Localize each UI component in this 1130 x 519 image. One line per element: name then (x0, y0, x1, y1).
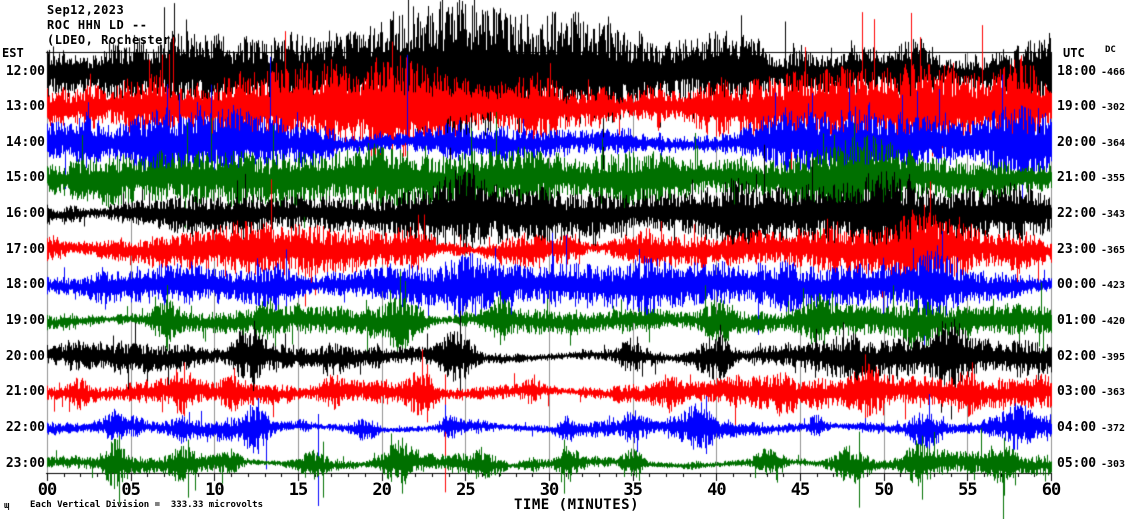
header-date: Sep12,2023 (47, 3, 125, 17)
x-tick-label: 10 (205, 480, 225, 500)
left-time-label: 23:00 (5, 455, 45, 471)
left-time-label: 18:00 (5, 277, 45, 293)
left-time-label: 15:00 (5, 170, 45, 186)
right-time-label: 05:00 (1057, 455, 1097, 471)
right-axis-timezone-label: UTC (1063, 46, 1085, 60)
left-time-label: 22:00 (5, 420, 45, 435)
x-tick-label: 20 (372, 480, 392, 500)
left-time-label: 14:00 (5, 134, 45, 150)
right-time-label: 04:00 (1057, 420, 1097, 435)
right-time-label: 02:00 (1057, 348, 1097, 364)
left-time-label: 19:00 (5, 313, 45, 329)
right-time-label: 23:00 (1057, 241, 1097, 257)
dc-offset-value: -363 (1101, 387, 1126, 399)
x-axis-title: TIME (MINUTES) (514, 497, 640, 513)
right-time-label: 18:00 (1057, 63, 1097, 79)
right-time-label: 22:00 (1057, 206, 1097, 222)
dc-offset-value: -420 (1101, 316, 1126, 328)
left-time-label: 12:00 (5, 63, 45, 79)
left-time-label: 17:00 (5, 241, 45, 257)
x-tick-label: 45 (790, 480, 811, 500)
right-time-label: 21:00 (1057, 170, 1097, 186)
right-time-label: 20:00 (1057, 134, 1097, 150)
x-tick-label: 50 (874, 480, 894, 500)
right-time-label: 01:00 (1057, 313, 1097, 329)
left-time-label: 13:00 (5, 99, 45, 115)
dc-offset-column-header: DC (1105, 45, 1116, 55)
dc-offset-value: -365 (1101, 244, 1126, 256)
x-tick-label: 15 (288, 480, 309, 500)
x-tick-label: 05 (121, 480, 141, 500)
dc-offset-value: -466 (1101, 66, 1126, 78)
left-time-label: 21:00 (5, 384, 45, 400)
right-time-label: 03:00 (1057, 384, 1097, 400)
dc-offset-value: -372 (1101, 423, 1126, 434)
dc-offset-value: -364 (1101, 137, 1126, 149)
dc-offset-value: -355 (1101, 173, 1126, 185)
dc-offset-value: -423 (1101, 280, 1126, 292)
header-station-id: ROC HHN LD -- (47, 18, 148, 32)
dc-offset-value: -343 (1101, 209, 1126, 221)
vertical-scale-note: Each Vertical Division = 333.33 microvol… (30, 500, 263, 510)
dc-offset-value: -302 (1101, 102, 1126, 114)
watermark-glyph: ɰ (4, 501, 10, 511)
left-time-label: 16:00 (5, 206, 45, 222)
x-tick-label: 00 (37, 480, 58, 500)
left-axis-timezone-label: EST (2, 46, 24, 60)
x-tick-label: 25 (456, 480, 476, 500)
header-site-name: (LDEO, Rochester) (47, 33, 179, 47)
dc-offset-value: -303 (1101, 458, 1126, 470)
dc-offset-value: -395 (1101, 351, 1126, 363)
x-tick-label: 40 (707, 480, 727, 500)
x-tick-label: 60 (1041, 480, 1062, 500)
right-time-label: 00:00 (1057, 277, 1097, 293)
x-tick-label: 55 (958, 480, 978, 500)
right-time-label: 19:00 (1057, 99, 1097, 115)
left-time-label: 20:00 (5, 348, 45, 364)
